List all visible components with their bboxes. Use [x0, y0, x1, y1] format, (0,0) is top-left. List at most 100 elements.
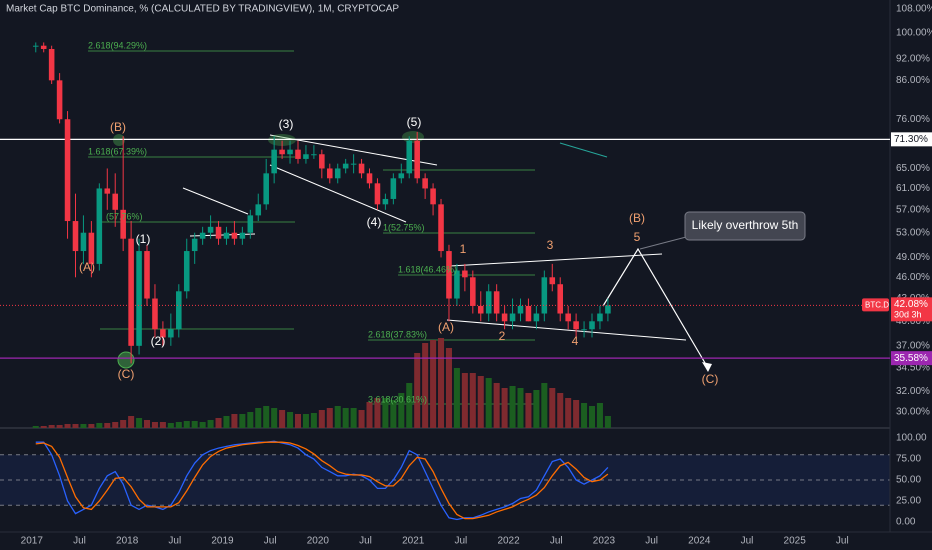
volume-bar	[477, 376, 484, 428]
trend-line	[269, 164, 407, 223]
trend-line	[449, 253, 663, 267]
candle-body	[509, 313, 516, 322]
wave-label: (4)	[367, 215, 382, 229]
volume-bar	[525, 393, 532, 428]
x-tick-label: 2021	[402, 536, 425, 547]
countdown-label: 30d 3h	[894, 310, 922, 320]
volume-bar	[366, 402, 373, 428]
x-tick-label: Jul	[741, 536, 754, 547]
wave-label: (C)	[118, 367, 135, 381]
candle-body	[398, 173, 405, 179]
volume-bar	[72, 424, 79, 428]
candle-body	[271, 149, 277, 174]
wave-label: (1)	[136, 232, 151, 246]
volume-bar	[557, 393, 564, 428]
price-tag-label: 35.58%	[894, 353, 928, 364]
candle-body	[350, 163, 357, 165]
volume-bar	[549, 388, 556, 428]
y-tick-label: 46.00%	[896, 272, 930, 283]
wave-label: (B)	[110, 120, 126, 134]
arrow-head	[702, 362, 712, 372]
volume-bar	[48, 425, 55, 428]
price-tag-label: 42.08%	[894, 299, 928, 310]
volume-bar	[143, 420, 151, 428]
candle-body	[477, 305, 484, 314]
x-tick-label: Jul	[836, 536, 849, 547]
fib-label: 3.618(30.61%)	[368, 394, 427, 404]
volume-bar	[533, 390, 540, 428]
trend-line	[182, 187, 249, 215]
volume-bar	[223, 416, 230, 428]
candle-body	[247, 215, 254, 233]
candle-body	[215, 226, 222, 239]
volume-bar	[255, 408, 262, 428]
volume-bar	[596, 403, 603, 428]
volume-bar	[342, 408, 349, 428]
fib-label: 1.618(67.39%)	[88, 146, 147, 156]
candle-body	[32, 45, 39, 47]
candle-body	[446, 251, 452, 299]
volume-bar	[263, 406, 270, 428]
candle-body	[64, 119, 71, 222]
candle-body	[565, 313, 571, 322]
y-tick-label: 108.00%	[896, 3, 932, 14]
candle-body	[311, 154, 317, 156]
candle-body	[366, 173, 373, 184]
y-tick-label: 40.00%	[896, 316, 930, 327]
volume-bar	[183, 421, 190, 428]
candle-body	[605, 305, 611, 314]
candle-body	[104, 188, 111, 194]
volume-bar	[207, 420, 214, 428]
wave-label: 4	[572, 334, 579, 348]
volume-bar	[414, 353, 421, 428]
x-tick-label: Jul	[168, 536, 181, 547]
volume-bar	[581, 403, 588, 428]
candle-body	[239, 232, 246, 239]
volume-bar	[406, 383, 413, 428]
x-tick-label: 2020	[307, 536, 330, 547]
wave-label: (5)	[407, 115, 422, 129]
candle-body	[40, 45, 47, 49]
volume-bar	[517, 388, 524, 428]
candle-body	[144, 251, 150, 299]
candle-body	[549, 277, 556, 285]
candle-body	[517, 305, 524, 314]
candle-body	[470, 277, 476, 306]
volume-bar	[382, 398, 389, 428]
stoch-band	[0, 454, 890, 506]
candle-body	[72, 221, 79, 252]
volume-bar	[493, 383, 500, 428]
candle-body	[326, 168, 333, 179]
volume-bar	[453, 368, 460, 428]
volume-bar	[271, 408, 278, 428]
y-tick-label: 34.50%	[896, 362, 930, 373]
candle-body	[454, 270, 460, 299]
wave-label: (2)	[151, 334, 166, 348]
candle-body	[303, 154, 309, 159]
volume-bar	[128, 416, 135, 428]
y-tick-label: 100.00%	[896, 27, 932, 38]
candle-body	[573, 321, 579, 330]
candle-body	[382, 198, 389, 205]
y-tick-label: 32.00%	[896, 386, 930, 397]
y-tick-label: 53.00%	[896, 227, 930, 238]
candle-body	[160, 329, 166, 338]
volume-bar	[565, 398, 572, 428]
y-tick-label: 92.00%	[896, 54, 930, 65]
candle-body	[176, 291, 182, 330]
volume-bar	[541, 383, 548, 428]
volume-bar	[310, 413, 317, 428]
candle-body	[128, 238, 134, 346]
volume-bar	[398, 393, 405, 428]
volume-bar	[573, 400, 580, 428]
candle-body	[406, 140, 413, 174]
candle-body	[541, 277, 548, 314]
volume-bar	[604, 416, 611, 428]
wave-label: 1	[460, 242, 467, 256]
volume-bar	[175, 422, 182, 428]
candle-body	[501, 313, 508, 322]
volume-bar	[112, 422, 119, 428]
candle-body	[422, 178, 428, 189]
grid	[0, 454, 890, 506]
